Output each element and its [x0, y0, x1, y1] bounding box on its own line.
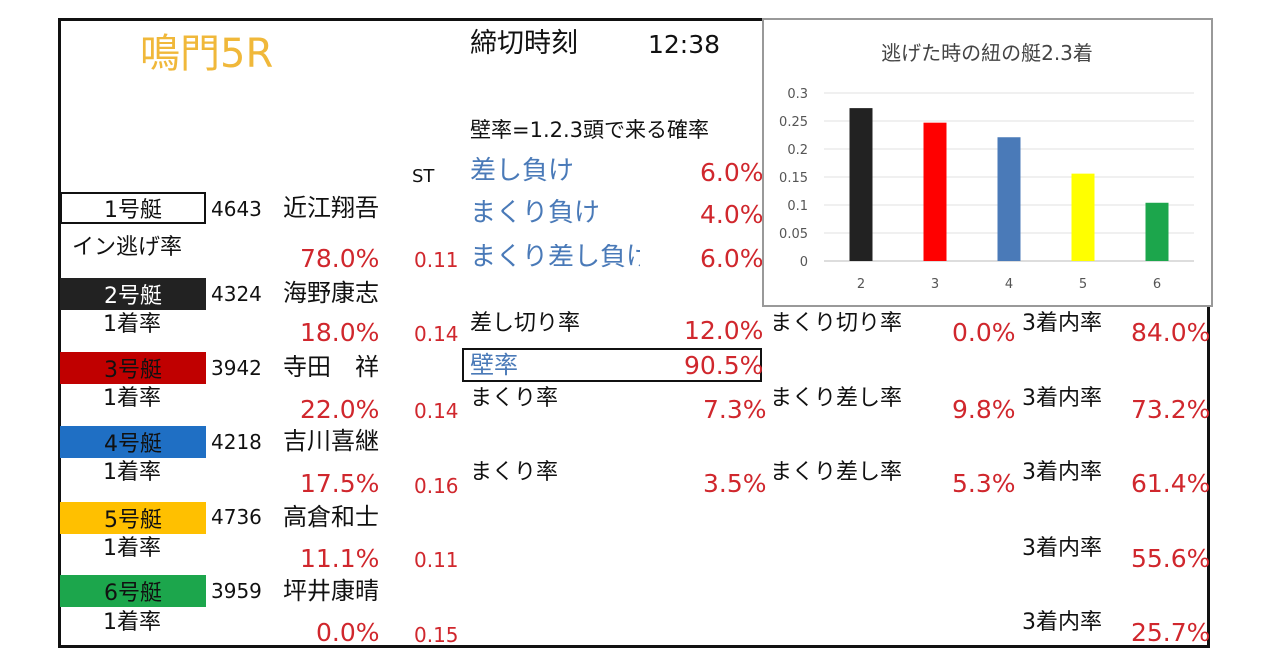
boat-1-name: 近江翔吾	[283, 194, 379, 222]
b3-makuri-label: まくり率	[470, 386, 559, 411]
b6-top3-label: 3着内率	[1022, 610, 1102, 635]
boat-4-rate: 17.5%	[300, 469, 380, 498]
boat-2-reg: 4324	[211, 282, 262, 306]
board-frame	[58, 18, 1210, 648]
bar-5	[1071, 173, 1095, 261]
boat-6-st: 0.15	[414, 623, 459, 647]
boat-6-badge: 6号艇	[60, 575, 206, 607]
makurisashi-make-value: 6.0%	[700, 244, 764, 273]
boat-2-badge: 2号艇	[60, 278, 206, 310]
b2-sashikiri-value: 12.0%	[684, 316, 764, 345]
boat-1-st: 0.11	[414, 248, 459, 272]
b4-top3-value: 61.4%	[1131, 469, 1211, 498]
boat-6-name: 坪井康晴	[283, 577, 379, 605]
st-header: ST	[412, 166, 435, 187]
x-tick-label: 2	[857, 277, 865, 292]
b2-makurikiri-label: まくり切り率	[770, 311, 903, 336]
b3-makurisashi-value: 9.8%	[952, 395, 1016, 424]
boat-2-name: 海野康志	[283, 279, 379, 307]
boat-4-badge: 4号艇	[60, 426, 206, 458]
boat-3-st: 0.14	[414, 399, 459, 423]
bar-2	[849, 108, 873, 262]
boat-4-rate-label: 1着率	[103, 460, 161, 485]
boat-1-label: 1号艇	[104, 198, 162, 223]
b2-sashikiri-label: 差し切り率	[470, 311, 581, 336]
boat-4-reg: 4218	[211, 430, 262, 454]
boat-5-rate: 11.1%	[300, 544, 380, 573]
b3-makuri-value: 7.3%	[703, 395, 767, 424]
y-tick-label: 0.05	[779, 227, 808, 242]
boat-5-badge: 5号艇	[60, 502, 206, 534]
wall-header: 壁率=1.2.3頭で来る確率	[470, 118, 710, 142]
x-tick-label: 6	[1153, 277, 1161, 292]
y-tick-label: 0.1	[787, 199, 808, 214]
boat-1-rate-label: イン逃げ率	[72, 235, 183, 260]
boat-5-rate-label: 1着率	[103, 536, 161, 561]
bar-6	[1145, 202, 1169, 261]
boat-5-label: 5号艇	[104, 508, 162, 533]
bar-4	[997, 137, 1021, 261]
boat-4-st: 0.16	[414, 474, 459, 498]
makurisashi-make-label: まくり差し負け	[470, 244, 640, 270]
race-title: 鳴門5R	[140, 31, 274, 77]
wall-rate-box	[462, 348, 762, 382]
boat-3-label: 3号艇	[104, 358, 162, 383]
b3-makurisashi-label: まくり差し率	[770, 386, 903, 411]
bar-chart-panel: 逃げた時の紐の艇2.3着 0 0.05 0.1 0.15 0.2 0.25 0.3 2 3 4 5…	[762, 18, 1213, 307]
boat-5-st: 0.11	[414, 548, 459, 572]
y-tick-label: 0.15	[779, 171, 808, 186]
boat-4-name: 吉川喜継	[283, 427, 379, 455]
b2-makurikiri-value: 0.0%	[952, 318, 1016, 347]
boat-2-rate-label: 1着率	[103, 312, 161, 337]
boat-1-reg: 4643	[211, 197, 262, 221]
chart-title: 逃げた時の紐の艇2.3着	[881, 41, 1093, 65]
boat-1-rate: 78.0%	[300, 244, 380, 273]
x-tick-label: 5	[1079, 277, 1087, 292]
deadline-label: 締切時刻	[470, 28, 578, 59]
b4-makurisashi-label: まくり差し率	[770, 460, 903, 485]
x-tick-label: 4	[1005, 277, 1013, 292]
boat-4-label: 4号艇	[104, 432, 162, 457]
boat-1-badge: 1号艇	[60, 192, 206, 224]
boat-5-reg: 4736	[211, 505, 262, 529]
deadline-time: 12:38	[648, 30, 721, 59]
boat-3-badge: 3号艇	[60, 352, 206, 384]
wall-rate-label: 壁率	[470, 351, 518, 379]
y-tick-label: 0.3	[787, 87, 808, 102]
bar-3	[923, 122, 947, 262]
b3-top3-value: 73.2%	[1131, 395, 1211, 424]
b4-makuri-label: まくり率	[470, 460, 559, 485]
boat-3-rate: 22.0%	[300, 395, 380, 424]
b5-top3-label: 3着内率	[1022, 536, 1102, 561]
b6-top3-value: 25.7%	[1131, 618, 1211, 647]
boat-6-rate: 0.0%	[316, 618, 380, 647]
boat-5-name: 高倉和士	[283, 503, 379, 531]
b4-makuri-value: 3.5%	[703, 469, 767, 498]
boat-6-label: 6号艇	[104, 581, 162, 606]
b4-top3-label: 3着内率	[1022, 460, 1102, 485]
boat-2-label: 2号艇	[104, 284, 162, 309]
boat-3-rate-label: 1着率	[103, 386, 161, 411]
y-tick-label: 0	[800, 255, 808, 270]
b2-top3-value: 84.0%	[1131, 318, 1211, 347]
sashi-make-value: 6.0%	[700, 158, 764, 187]
wall-rate-value: 90.5%	[684, 351, 764, 380]
boat-2-st: 0.14	[414, 322, 459, 346]
boat-3-name: 寺田 祥	[283, 353, 379, 381]
y-tick-label: 0.25	[779, 115, 808, 130]
boat-2-rate: 18.0%	[300, 318, 380, 347]
boat-6-rate-label: 1着率	[103, 610, 161, 635]
makuri-make-value: 4.0%	[700, 200, 764, 229]
boat-3-reg: 3942	[211, 356, 262, 380]
sashi-make-label: 差し負け	[470, 156, 575, 186]
boat-6-reg: 3959	[211, 579, 262, 603]
b5-top3-value: 55.6%	[1131, 544, 1211, 573]
y-tick-label: 0.2	[787, 143, 808, 158]
b4-makurisashi-value: 5.3%	[952, 469, 1016, 498]
b3-top3-label: 3着内率	[1022, 386, 1102, 411]
makuri-make-label: まくり負け	[470, 198, 601, 228]
b2-top3-label: 3着内率	[1022, 311, 1102, 336]
x-tick-label: 3	[931, 277, 939, 292]
bar-chart: 逃げた時の紐の艇2.3着 0 0.05 0.1 0.15 0.2 0.25 0.3 2 3 4 5…	[779, 41, 1194, 292]
